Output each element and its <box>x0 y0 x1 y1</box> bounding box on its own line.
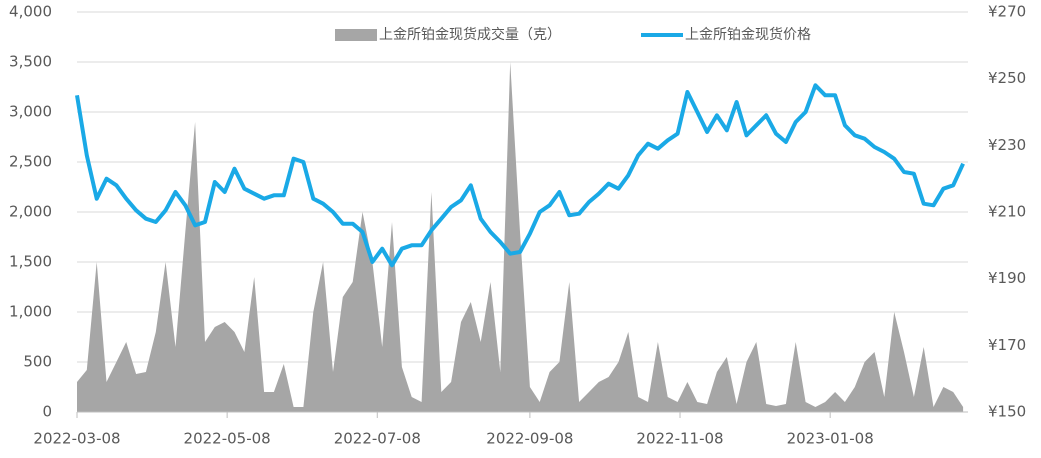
legend-label: 上金所铂金现货价格 <box>685 26 811 43</box>
y2-tick-label: ¥210 <box>988 203 1026 221</box>
price-line <box>75 83 965 268</box>
y-tick-label: 1,500 <box>9 253 52 271</box>
y-tick-label: 500 <box>23 353 52 371</box>
x-tick-label: 2022-07-08 <box>334 430 421 448</box>
y2-tick-label: ¥190 <box>988 269 1026 287</box>
y-tick-label: 1,000 <box>9 303 52 321</box>
x-tick-label: 2022-11-08 <box>636 430 723 448</box>
x-tick-label: 2022-09-08 <box>486 430 573 448</box>
y-tick-label: 2,500 <box>9 153 52 171</box>
y-tick-label: 3,000 <box>9 103 52 121</box>
y2-tick-label: ¥150 <box>988 403 1026 421</box>
y-tick-label: 4,000 <box>9 3 52 21</box>
y2-tick-label: ¥230 <box>988 136 1026 154</box>
y-tick-label: 3,500 <box>9 53 52 71</box>
y-tick-label: 0 <box>42 403 52 421</box>
y2-tick-label: ¥170 <box>988 336 1026 354</box>
x-tick-label: 2022-05-08 <box>184 430 271 448</box>
y-tick-label: 2,000 <box>9 203 52 221</box>
y2-tick-label: ¥270 <box>988 3 1026 21</box>
legend-swatch <box>335 29 377 41</box>
x-tick-label: 2022-03-08 <box>33 430 120 448</box>
volume-area <box>77 62 964 412</box>
x-tick-label: 2023-01-08 <box>787 430 874 448</box>
y2-tick-label: ¥250 <box>988 69 1026 87</box>
legend-label: 上金所铂金现货成交量（克） <box>379 26 561 43</box>
